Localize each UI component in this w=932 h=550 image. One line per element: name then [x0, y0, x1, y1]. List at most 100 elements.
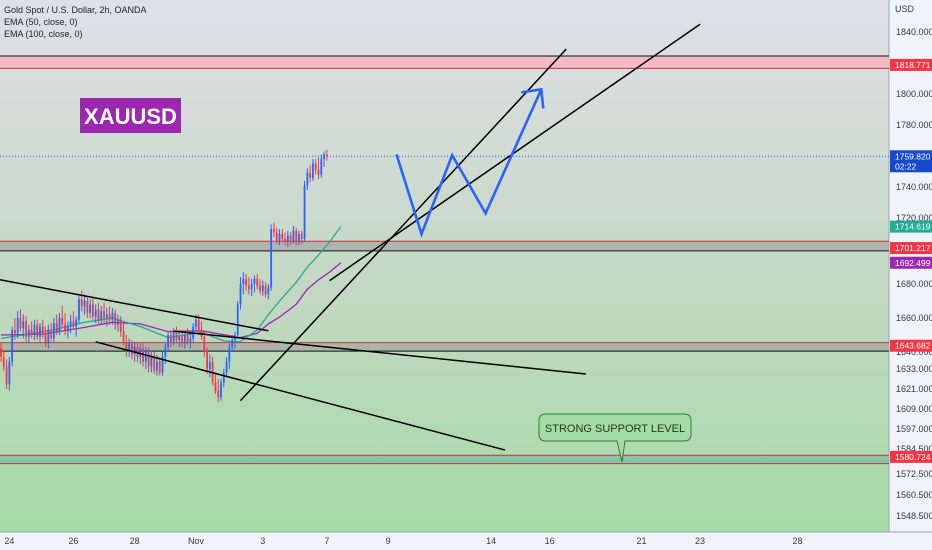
candle-body	[86, 301, 89, 313]
candle	[284, 232, 286, 246]
candle	[78, 295, 80, 324]
candle-body	[314, 163, 317, 170]
candle	[125, 335, 128, 357]
candle-body	[41, 326, 44, 334]
candle-body	[66, 326, 69, 330]
candle	[128, 338, 131, 357]
candle	[5, 359, 8, 389]
candle	[203, 331, 206, 357]
candle	[242, 272, 245, 295]
candle-body	[33, 324, 36, 335]
x-tick-label: 16	[545, 536, 555, 546]
candle-body	[136, 346, 139, 357]
candle	[239, 277, 242, 310]
candle-body	[114, 312, 117, 325]
candle-body	[83, 301, 86, 307]
zone-3	[0, 455, 889, 464]
candle-body	[206, 352, 208, 369]
y-tick-label: 1560.500	[896, 490, 932, 500]
candle-body	[242, 278, 245, 284]
y-tick-label: 1720.000	[896, 213, 932, 223]
candle-body	[125, 341, 128, 351]
candle	[320, 154, 323, 178]
candle	[298, 230, 300, 246]
candle	[147, 346, 150, 373]
zone-2	[0, 342, 889, 352]
candle-body	[172, 331, 175, 342]
trendline-4	[329, 23, 701, 282]
candle	[100, 306, 103, 325]
x-tick-label: 3	[260, 536, 265, 546]
candle-body	[298, 234, 300, 242]
candle-body	[97, 309, 100, 320]
candle-body	[325, 154, 328, 156]
zone-1	[0, 241, 889, 251]
candle-body	[231, 340, 234, 347]
candle	[181, 329, 183, 347]
candle-body	[130, 343, 133, 355]
candle	[295, 227, 298, 246]
candle-body	[281, 234, 284, 239]
candle-body	[64, 324, 66, 330]
candle	[314, 159, 317, 175]
candle-body	[22, 321, 25, 329]
candle	[103, 302, 105, 324]
candle-body	[167, 335, 169, 347]
support-callout: STRONG SUPPORT LEVEL	[538, 413, 692, 463]
candle-body	[264, 285, 267, 295]
x-tick-label: 24	[4, 536, 14, 546]
candle-body	[61, 318, 64, 325]
candle	[105, 307, 108, 327]
candle	[267, 284, 270, 300]
trendline-2	[95, 341, 506, 451]
candle	[225, 356, 228, 378]
candle-body	[175, 331, 178, 341]
y-tick-label: 1800.000	[896, 89, 932, 99]
zone-0	[0, 56, 889, 69]
y-tick-label: 1597.000	[896, 424, 932, 434]
candle-body	[245, 278, 247, 286]
y-tick-label: 1660.000	[896, 313, 932, 323]
x-tick-label: Nov	[188, 536, 205, 546]
candle	[11, 326, 14, 367]
candle-body	[320, 159, 323, 175]
candle	[136, 341, 139, 362]
candle	[55, 314, 58, 335]
candle	[16, 311, 19, 339]
candle-body	[247, 285, 250, 290]
time-axis-background	[0, 532, 932, 550]
candle	[183, 331, 186, 349]
candle	[309, 165, 312, 183]
candles-layer	[0, 149, 328, 403]
candle-body	[217, 390, 220, 398]
candle-body	[119, 319, 122, 332]
candle-body	[220, 382, 222, 398]
candle-body	[169, 335, 172, 342]
candle	[72, 311, 75, 330]
candle	[325, 149, 328, 161]
candle	[64, 312, 66, 335]
candle-body	[225, 361, 228, 373]
y-tick-label: 1740.000	[896, 182, 932, 192]
candle	[153, 352, 156, 374]
price-label-text: 1759.820	[895, 151, 931, 161]
candle	[278, 229, 281, 246]
candle	[80, 290, 83, 312]
candle	[158, 356, 161, 376]
candle	[50, 323, 53, 342]
candle-body	[122, 331, 125, 342]
candle-body	[39, 326, 41, 337]
candle-body	[72, 321, 75, 327]
candle-body	[128, 343, 131, 351]
candle	[292, 226, 295, 244]
candle-body	[275, 232, 278, 241]
candle-body	[36, 324, 39, 337]
candle-body	[183, 335, 186, 344]
candle	[8, 356, 11, 391]
trendline-0	[0, 279, 269, 332]
trendline-1	[173, 330, 586, 375]
candle	[214, 372, 217, 394]
trendline-3	[239, 48, 567, 402]
y-tick-label: 1780.000	[896, 120, 932, 130]
